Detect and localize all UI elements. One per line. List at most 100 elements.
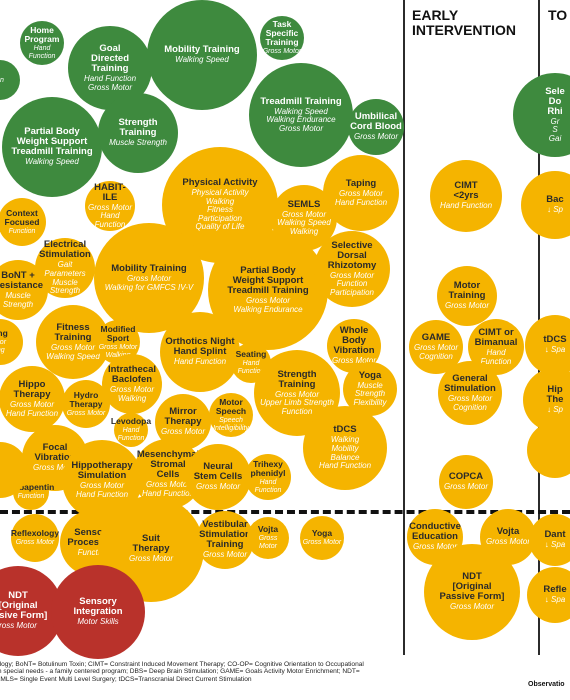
bubble-outcome: Speech Intelligibility [213,416,249,432]
bubble-dant-63: Dant ↓ Spa [529,514,570,566]
bubble-outcome: Gross Motor Cognition [447,393,492,412]
bubble-title: Conductive Education [409,521,461,543]
bubble-title: Dant [544,529,566,541]
bubble-outcome: Gross Motor [412,542,457,552]
bubble-outcome: ↓ Spa [544,540,566,550]
bubble-title: General Stimulation [444,372,496,394]
bubble-yoga-52: Yoga Gross Motor [300,516,344,560]
bubble-title: Fitness Training [54,321,92,343]
bubble-outcome: Gross Motor Hand Function [87,202,132,229]
bubble-gabapentin-39: Gabapentin Function [8,474,54,510]
bubble-title: Goal Directed Training [90,42,129,74]
bubble-tdcs-33: tDCS Walking Mobility Balance Hand Functi… [303,406,387,490]
bubble-title: Hippotherapy Simulation [71,459,133,481]
bubble-suit-49: Suit Therapy Gross Motor [98,496,204,602]
bubble-ndt-55: NDT [Original Passive Form] Gross Motor [424,544,520,640]
bubble-outcome: ross Motor [0,621,37,631]
bubble-title: tDCS [543,334,567,346]
bubble-taping-12: Taping Gross Motor Hand Function [323,155,399,231]
bubble-title: Mobility Training [164,44,240,56]
bubble-outcome: Gross Motor [353,132,398,142]
bubble-outcome: Hand Function [480,347,512,366]
bubble-outcome: Gross Motor [443,482,488,492]
bubble-trihexy-38: Trihexy phenidyl Hand Function [245,454,291,500]
header-right-column: TO [548,7,568,23]
bubble-title: Levodopa [110,416,152,427]
bubble-title: NDT [Original Passive Form] [439,571,505,603]
bubble-outcome: Gross Motor Function Participation [329,270,375,297]
bubble-partial-body-6: Partial Body Weight Support Treadmill Tr… [2,97,102,197]
bubble-title: Bac [546,194,564,206]
bubble-title: Suit Therapy [132,533,170,555]
bubble-outcome: Gross Motor [15,539,55,547]
bubble-title: Task Specific Training [265,19,299,48]
bubble-outcome: Hand Function Gross Motor [83,73,137,92]
bubble-outcome: Function [17,493,45,501]
bubble-title: SEMLS [287,198,321,210]
bubble-outcome: Gross Motor Walking [98,343,138,359]
bubble-outcome: Gross Motor [66,409,106,417]
bubble-vojta-54: Vojta Gross Motor [480,509,536,565]
bubble-outcome: Hand Function [28,44,56,60]
bubble-outcome: Hand Function [237,360,265,375]
bubble-outcome: Gross Motor [331,356,376,366]
bubble-title: NDT [Original assive Form] [0,590,48,622]
bubble-outcome: ↓ Spa [544,345,566,355]
bubble-title: HABIT-ILE [94,181,126,203]
bubble-title: Taping [345,177,377,189]
bubble-title: Sensory Integration [73,596,123,618]
bubble-outcome: ↓ Spa [544,595,566,605]
bubble-title: Partial Body Weight Support Treadmill Tr… [227,264,309,296]
bubble-hippo-28: Hippo Therapy Gross Motor Hand Function [0,366,65,432]
bubble-outcome: otor ing [0,339,7,354]
bubble-outcome: Gross Motor Walking Speed Walking [277,209,331,236]
bubble-title: Partial Body Weight Support Treadmill Tr… [11,126,93,158]
bubble-title: Vojta [496,526,520,538]
bubble-electrical-14: Electrical Stimulation Gait Parameters Mu… [35,238,95,298]
bubble-title: Electrical Stimulation [39,239,91,261]
bubble-title: Treadmill Training [260,95,342,107]
bubble-outcome: Muscle Strength Flexibility [353,380,387,407]
bubble-outcome: on [0,76,4,84]
bubble-title: Strength Training [277,368,317,390]
bubble-outcome: Muscle Strength [109,138,167,148]
bubble-title: Refle [543,584,567,596]
bubble-outcome: ↓ Sp [546,405,563,415]
bubble-outcome: Hand Function [173,357,227,367]
bubble-hydro-29: Hydro Therapy Gross Motor [62,380,110,428]
bubble-title: Reflexology [10,528,60,539]
bubble-title: CIMT <2yrs [453,180,479,202]
bubble-habit-ile-10: HABIT-ILE Gross Motor Hand Function [85,181,135,231]
bubble-motor-42: Motor Training Gross Motor [437,266,497,326]
bubble-title: Mirror Therapy [164,406,202,428]
bubble-title: Selective Dorsal Rhizotomy [327,239,377,271]
bubble-outcome: Walking Speed [25,157,79,167]
bubble-title: Focal Vibration [34,442,76,464]
bubble-outcome: Gross Motor Hand Function [5,399,59,418]
bubble-title: Whole Body Vibration [333,325,375,357]
bubble-levodopa-30: Levodopa Hand Function [110,413,152,447]
bubble-outcome: Gross Motor [262,48,302,56]
bubble-outcome: Gross Motor [160,427,205,437]
bubble-outcome: Gross Motor [444,301,489,311]
bubble-title: Physical Activity [182,177,258,189]
bubble-home-0: Home Program Hand Function [20,21,64,65]
bubble-outcome: Gross Motor Walking Speed [46,342,100,361]
bubble-title: Vojta [257,524,279,535]
bubble-title: Umbilical Cord Blood [350,111,402,133]
bubble-outcome: Walking Speed [175,55,229,65]
bubble-outcome: Gross Motor Walking [109,384,154,403]
bubble-title: Motor Speech [215,396,247,416]
bubble-outcome: Gross Motor Hand Function [334,188,388,207]
bubble-intrathecal-24: Intrathecal Baclofen Gross Motor Walking [102,354,162,414]
bubble-vestibular-50: Vestibular Stimulation Training Gross Mot… [196,511,254,569]
bubble-bont--18: BoNT + ResistanceMuscle Strength [0,260,48,320]
bubble-title: Hippo Therapy [13,378,51,400]
bubble-outcome: Gross Motor Hand Function [141,479,195,498]
bubble-general-45: General Stimulation Gross Motor Cognition [438,361,502,425]
bubble-outcome: Walking Mobility Balance Hand Function [318,435,372,471]
bubble-sensory-57: Sensory Integration Motor Skills [51,565,145,659]
bubble-outcome: Hand Function [439,201,493,211]
bubble-title: Modified Sport [100,323,136,343]
bubble-outcome: Function [8,227,36,235]
